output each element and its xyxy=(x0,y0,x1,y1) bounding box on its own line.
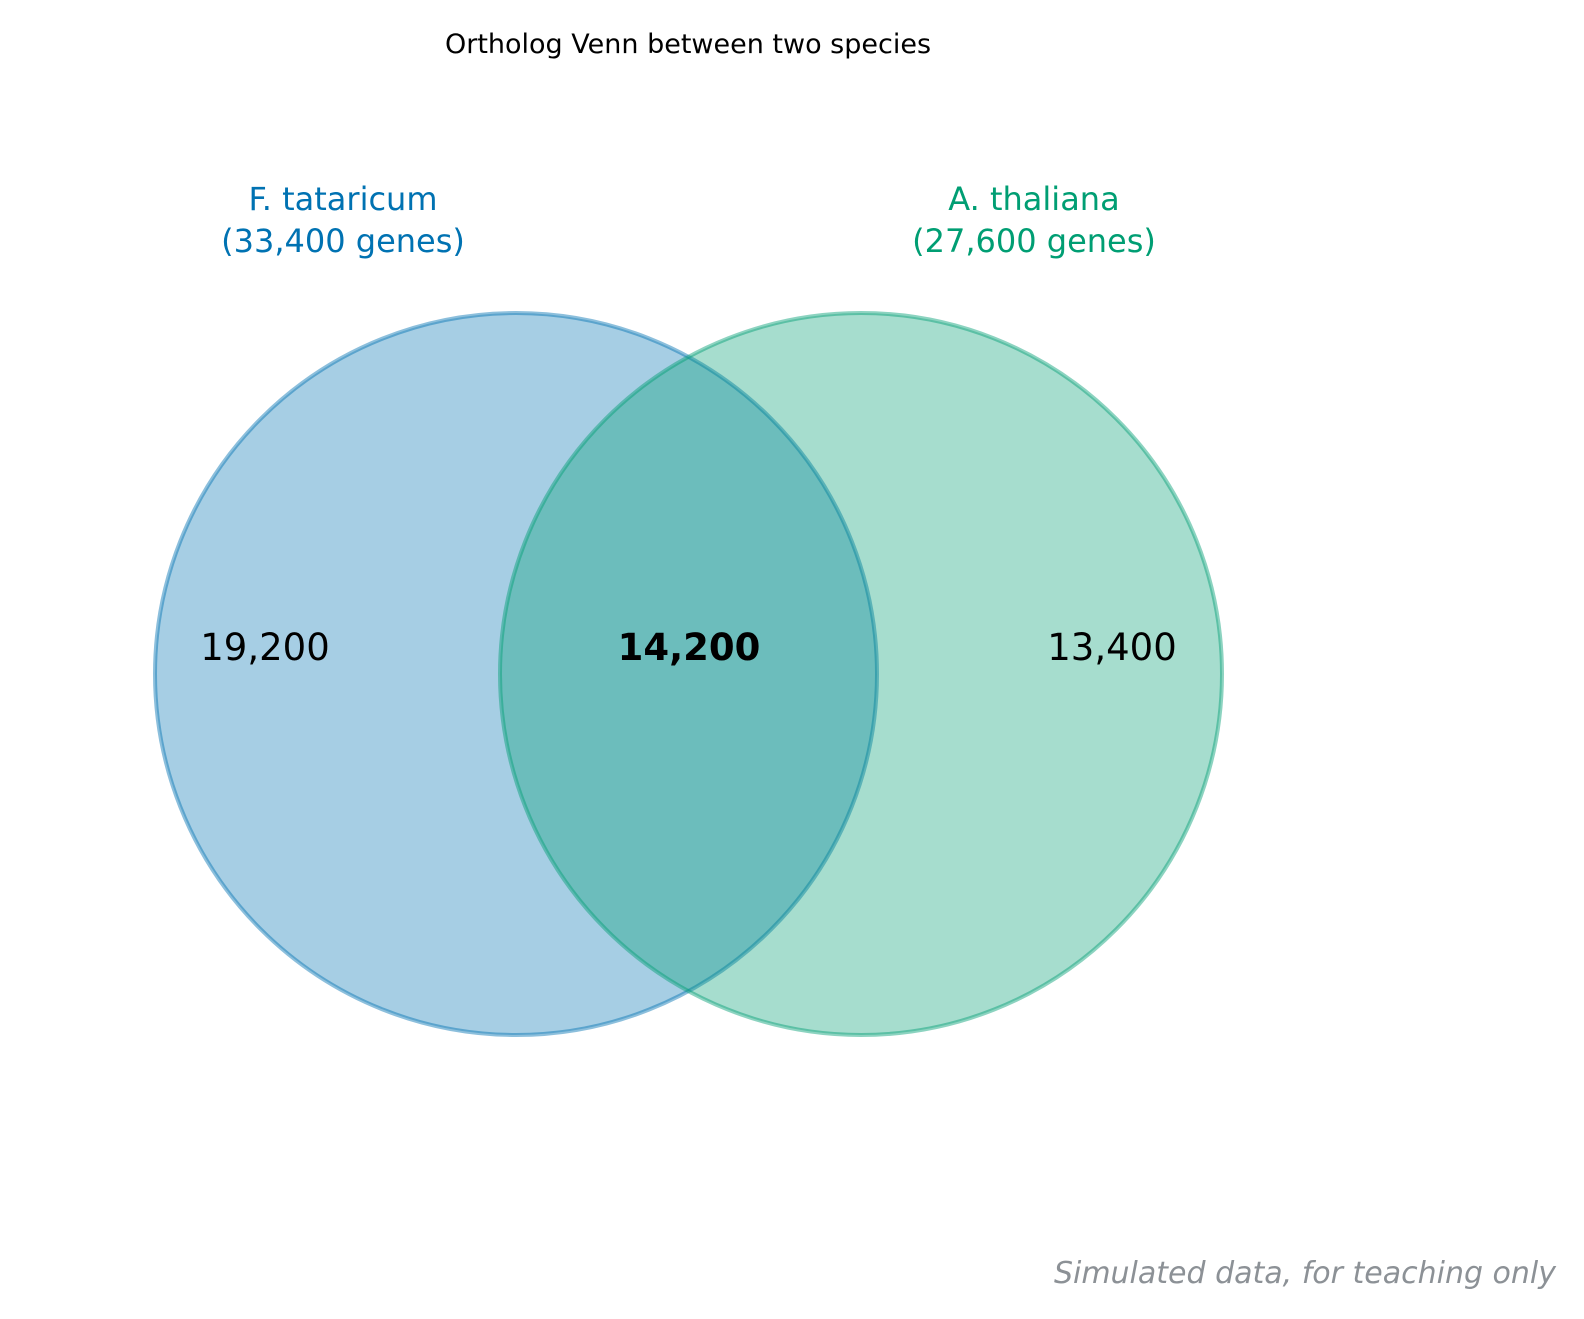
count-a-thaliana-only: 13,400 xyxy=(1047,626,1176,669)
set-label-a-thaliana-total: (27,600 genes) xyxy=(912,222,1156,260)
set-label-f-tataricum-total: (33,400 genes) xyxy=(221,222,465,260)
count-intersection: 14,200 xyxy=(618,626,761,669)
set-circle-f-tataricum xyxy=(153,311,879,1037)
count-f-tataricum-only: 19,200 xyxy=(200,626,329,669)
footnote: Simulated data, for teaching only xyxy=(1054,1256,1557,1291)
set-circle-a-thaliana xyxy=(498,311,1224,1037)
chart-title: Ortholog Venn between two species xyxy=(445,29,931,60)
set-label-f-tataricum-name: F. tataricum xyxy=(248,180,437,218)
set-label-a-thaliana-name: A. thaliana xyxy=(948,180,1119,218)
